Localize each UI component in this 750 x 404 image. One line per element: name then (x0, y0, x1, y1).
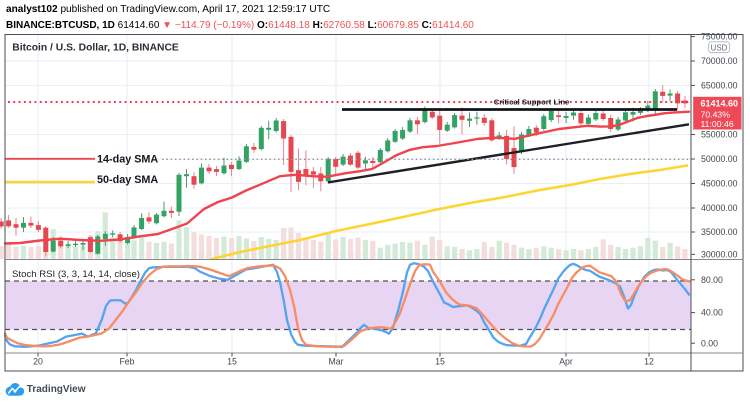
svg-text:Bitcoin / U.S. Dollar, 1D, BIN: Bitcoin / U.S. Dollar, 1D, BINANCE (12, 42, 179, 53)
svg-text:70.43%: 70.43% (701, 109, 731, 119)
svg-text:65000.00: 65000.00 (701, 81, 738, 91)
svg-text:20: 20 (33, 357, 43, 367)
svg-text:Apr: Apr (559, 357, 573, 367)
svg-text:Stoch RSI (3, 3, 14, 14, close: Stoch RSI (3, 3, 14, 14, close) (12, 269, 140, 280)
svg-text:70000.00: 70000.00 (701, 56, 738, 66)
svg-text:15: 15 (227, 357, 237, 367)
svg-text:Critical Support Line: Critical Support Line (494, 97, 570, 106)
svg-text:61414.60: 61414.60 (701, 98, 739, 108)
svg-text:15: 15 (435, 357, 445, 367)
svg-text:45000.00: 45000.00 (701, 179, 738, 189)
svg-text:50-day SMA: 50-day SMA (97, 174, 158, 186)
svg-text:0.00: 0.00 (701, 338, 718, 348)
svg-text:Mar: Mar (328, 357, 343, 367)
svg-text:40000.00: 40000.00 (701, 203, 738, 213)
svg-text:USD: USD (711, 43, 728, 52)
svg-text:11:00:46: 11:00:46 (701, 119, 734, 129)
svg-text:55000.00: 55000.00 (701, 130, 738, 140)
svg-text:30000.00: 30000.00 (701, 249, 738, 259)
svg-text:12: 12 (644, 357, 654, 367)
svg-text:14-day SMA: 14-day SMA (97, 153, 158, 165)
svg-text:80.00: 80.00 (701, 275, 723, 285)
svg-text:50000.00: 50000.00 (701, 154, 738, 164)
svg-text:40.00: 40.00 (701, 308, 723, 318)
svg-text:35000.00: 35000.00 (701, 227, 738, 237)
svg-text:75000.00: 75000.00 (701, 32, 738, 42)
svg-text:Feb: Feb (119, 357, 134, 367)
